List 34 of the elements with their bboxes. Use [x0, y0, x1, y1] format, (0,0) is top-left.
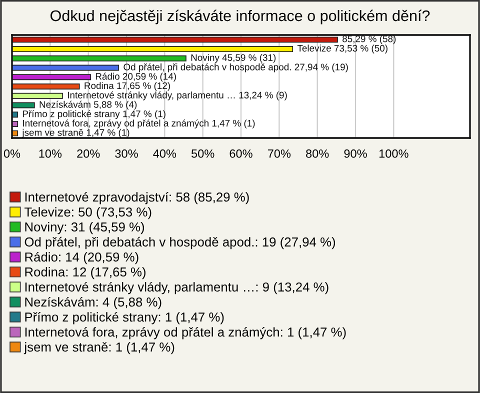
legend-label: Internetové stránky vlády, parlamentu …: 9 (13,24 %): [25, 282, 328, 294]
x-tick-label: 70%: [268, 149, 291, 158]
data-label: 85,29 % (58): [342, 35, 396, 44]
data-label: Přímo z politické strany 1,47 % (1): [22, 110, 166, 120]
legend-label: Internetové zpravodajství: 58 (85,29 %): [25, 192, 249, 204]
legend-label: Přímo z politické strany: 1 (1,47 %): [25, 312, 224, 324]
legend-label: Televize: 50 (73,53 %): [24, 207, 152, 220]
data-label: Od přátel, při debatách v hospodě apod. 27,94 % (19): [124, 63, 348, 72]
x-tick-label: 20%: [77, 149, 100, 158]
x-tick-label: 90%: [344, 149, 367, 158]
data-label: Internetová fora, zprávy od přátel a známých 1,47 % (1): [23, 119, 255, 128]
x-tick-label: 100%: [379, 149, 408, 158]
data-label: Nezískávám 5,88 % (4): [40, 100, 137, 110]
legend-label: Noviny: 31 (45,59 %): [25, 222, 144, 234]
data-label: jsem ve straně 1,47 % (1): [22, 128, 130, 138]
data-label: Noviny 45,59 % (31): [191, 54, 276, 63]
x-tick-label: 10%: [39, 149, 62, 158]
legend-label: Nezískávám: 4 (5,88 %): [25, 296, 162, 310]
x-tick-label: 30%: [115, 149, 138, 158]
x-tick-label: 0%: [4, 149, 20, 158]
x-tick-label: 40%: [153, 149, 176, 158]
legend-label: Rádio: 14 (20,59 %): [25, 252, 138, 264]
data-label: Rádio 20,59 % (14): [96, 72, 176, 82]
legend-label: Od přátel, při debatách v hospodě apod.: 19 (27,94 %): [24, 236, 336, 250]
data-label: Rodina 17,65 % (12): [84, 82, 170, 91]
data-label: Internetové stránky vlády, parlamentu … 13,24 % (9): [68, 91, 287, 100]
x-tick-label: 50%: [191, 149, 214, 158]
x-tick-label: 80%: [306, 149, 329, 158]
x-tick-label: 60%: [230, 149, 252, 158]
legend-label: Internetová fora, zprávy od přátel a známých: 1 (1,47 %): [25, 327, 346, 340]
legend-label: jsem ve straně: 1 (1,47 %): [24, 342, 174, 354]
chart-title: Odkud nejčastěji získáváte informace o politickém dění?: [50, 10, 430, 24]
data-label: Televize 73,53 % (50): [297, 44, 388, 54]
legend-label: Rodina: 12 (17,65 %): [25, 267, 146, 280]
